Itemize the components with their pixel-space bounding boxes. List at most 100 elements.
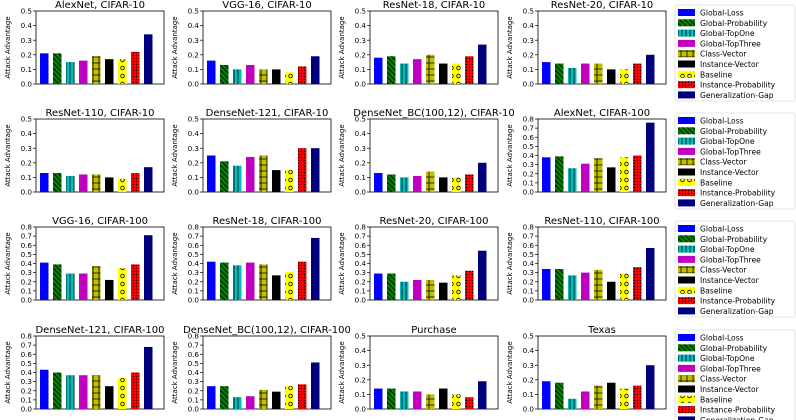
legend-frame <box>674 220 796 318</box>
legend-label: Instance-Vector <box>700 168 760 177</box>
bar <box>285 271 294 300</box>
legend-label: Baseline <box>700 70 733 79</box>
bar <box>620 69 629 84</box>
chart-panel: ResNet-20, CIFAR-10 0.0 0.1 0.2 0.3 0.4 0.5 Att… <box>506 0 667 89</box>
legend-label: Instance-Vector <box>700 276 760 285</box>
chart-title: DenseNet_BC(100,12), CIFAR-100 <box>183 325 351 336</box>
bar <box>400 391 409 409</box>
legend-label: Baseline <box>700 178 733 187</box>
bar <box>439 63 448 84</box>
y-tick-label: 0.1 <box>188 286 199 295</box>
legend-swatch <box>678 189 695 197</box>
chart-panel: DenseNet-121, CIFAR-10 0.0 0.1 0.2 0.3 0.4 0.5… <box>171 108 332 197</box>
legend-entry: Baseline <box>678 395 733 404</box>
y-tick-label: 0.1 <box>21 395 32 404</box>
y-tick-label: 0.1 <box>523 178 534 187</box>
bar <box>259 69 268 84</box>
legend-entry: Instance-Vector <box>678 60 760 69</box>
bar <box>207 155 216 192</box>
y-axis-label: Attack Advantage <box>506 16 514 78</box>
y-tick-label: 0.1 <box>355 286 366 295</box>
chart-title: ResNet-20, CIFAR-10 <box>551 0 654 11</box>
legend-label: Instance-Probability <box>700 81 776 90</box>
y-tick-label: 0.1 <box>188 173 199 182</box>
legend-label: Global-TopThree <box>700 364 761 373</box>
legend-label: Instance-Probability <box>700 189 776 198</box>
y-tick-label: 0.5 <box>523 250 534 259</box>
legend-label: Baseline <box>700 395 733 404</box>
bar <box>581 391 590 409</box>
y-axis-label: Attack Advantage <box>4 124 12 186</box>
bar <box>131 372 140 409</box>
chart-panel: VGG-16, CIFAR-10 0.0 0.1 0.2 0.3 0.4 0.5 Attack… <box>171 0 332 89</box>
y-tick-label: 0.7 <box>21 232 32 241</box>
y-tick-label: 0.8 <box>188 223 200 232</box>
bar <box>465 270 474 300</box>
bar <box>105 177 114 192</box>
y-tick-label: 0.4 <box>523 346 535 355</box>
chart-title: VGG-16, CIFAR-10 <box>222 0 312 11</box>
y-tick-label: 0.5 <box>188 250 199 259</box>
legend-swatch <box>678 127 695 135</box>
legend-label: Global-TopOne <box>700 29 755 38</box>
legend-swatch <box>678 334 695 341</box>
bar <box>400 177 409 192</box>
bar <box>426 54 435 84</box>
y-tick-label: 0.3 <box>355 36 366 45</box>
y-tick-label: 0.5 <box>21 7 32 16</box>
y-tick-label: 0.6 <box>188 241 200 250</box>
chart-title: Texas <box>587 325 616 336</box>
chart-panel: DenseNet_BC(100,12), CIFAR-10 0.0 0.1 0.2 0.… <box>338 108 515 197</box>
bar <box>259 389 268 409</box>
legend-entry: Generalization-Gap <box>678 91 774 100</box>
legend-label: Generalization-Gap <box>700 91 774 100</box>
bar <box>66 62 75 84</box>
y-tick-label: 0.4 <box>355 129 367 138</box>
y-tick-label: 0.0 <box>355 80 367 89</box>
y-tick-label: 0.4 <box>21 21 33 30</box>
bar <box>285 72 294 84</box>
bar <box>311 362 320 409</box>
y-tick-label: 0.0 <box>188 405 200 414</box>
chart-title: DenseNet-121, CIFAR-100 <box>35 325 164 336</box>
legend-swatch <box>678 375 695 383</box>
bar <box>259 264 268 300</box>
legend-entry: Generalization-Gap <box>678 307 774 316</box>
chart-title: DenseNet-121, CIFAR-10 <box>206 108 329 119</box>
bar <box>646 54 655 84</box>
y-tick-label: 0.0 <box>188 80 200 89</box>
y-tick-label: 0.3 <box>188 36 199 45</box>
chart-title: ResNet-18, CIFAR-10 <box>383 0 486 11</box>
bar <box>233 165 242 192</box>
legend-label: Global-Probability <box>700 127 768 136</box>
bar <box>285 386 294 409</box>
bar <box>542 157 551 192</box>
y-tick-label: 0.5 <box>188 115 199 124</box>
bar <box>272 275 281 300</box>
bar <box>79 60 88 84</box>
bar <box>298 66 307 84</box>
legend-entry: Global-TopThree <box>678 147 761 156</box>
bar <box>40 53 49 84</box>
chart-panel: Texas 0.0 0.1 0.2 0.3 0.4 0.5 Attack Advantage <box>506 325 667 414</box>
bar <box>568 168 577 192</box>
bar <box>374 273 383 300</box>
bar <box>298 148 307 192</box>
bar <box>207 386 216 409</box>
legend-entry: Global-Probability <box>678 127 768 136</box>
bar <box>542 62 551 84</box>
y-tick-label: 0.2 <box>188 277 199 286</box>
bar <box>568 275 577 300</box>
legend-swatch <box>678 255 695 263</box>
y-tick-label: 0.0 <box>21 405 33 414</box>
chart-title: AlexNet, CIFAR-100 <box>554 108 650 119</box>
legend-swatch <box>678 395 695 403</box>
legend-entry: Global-TopThree <box>678 364 761 373</box>
y-tick-label: 0.0 <box>523 405 535 414</box>
legend-swatch <box>678 91 695 99</box>
legend-swatch <box>678 245 695 253</box>
bar <box>646 247 655 300</box>
y-tick-label: 0.2 <box>21 158 32 167</box>
legend-swatch <box>678 385 695 393</box>
legend-entry: Global-TopThree <box>678 255 761 264</box>
